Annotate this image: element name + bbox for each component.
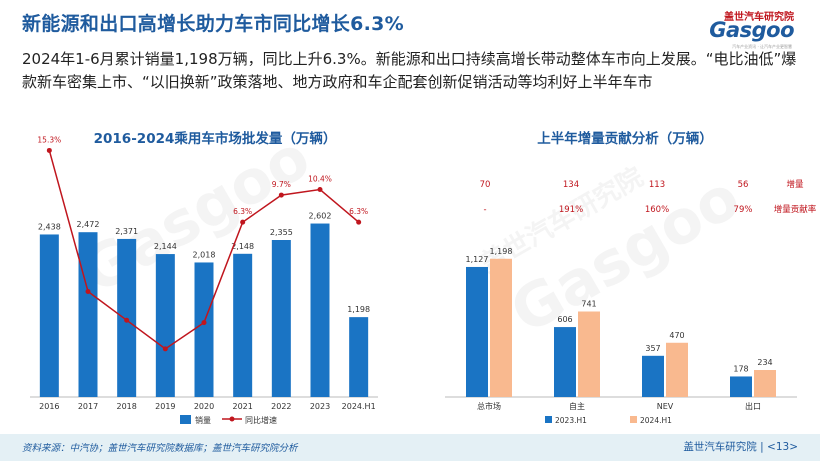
left-legend-bar-label: 销量	[195, 415, 211, 425]
left-x-tick-2017: 2017	[78, 402, 98, 411]
left-legend-line-label: 同比增速	[245, 415, 277, 425]
right-contribution-2: 160%	[645, 205, 669, 215]
left-growth-point-2017	[85, 289, 91, 294]
right-bar-label-2024-0: 1,198	[490, 247, 513, 256]
left-chart-title: 2016-2024乘用车市场批发量（万辆）	[93, 131, 337, 147]
left-bar-2021	[233, 253, 253, 397]
right-increment-1: 134	[563, 180, 579, 190]
left-growth-label-2022: 9.7%	[272, 180, 291, 189]
right-increment-row-label: 增量	[786, 179, 804, 190]
footer: 资料来源：中汽协；盖世汽车研究院数据库；盖世汽车研究院分析 盖世汽车研究院 | …	[0, 434, 820, 461]
right-legend-2023-label: 2023.H1	[555, 416, 587, 425]
left-x-tick-2020: 2020	[194, 402, 214, 411]
right-increment-0: 70	[480, 180, 491, 190]
left-growth-point-2019	[162, 346, 168, 352]
right-bar-label-2023-1: 606	[557, 315, 572, 324]
right-bar-label-2024-1: 741	[581, 300, 596, 309]
right-chart-title: 上半年增量贡献分析（万辆）	[537, 131, 713, 147]
left-bar-2023	[310, 223, 330, 397]
left-legend-line-dot	[229, 416, 235, 422]
left-x-tick-2018: 2018	[116, 402, 136, 411]
left-bar-2020	[194, 262, 214, 397]
left-bar-label-2023: 2,602	[309, 212, 332, 221]
left-x-tick-2016: 2016	[39, 402, 59, 411]
left-bar-label-2021: 2,148	[231, 242, 254, 251]
left-growth-point-2018	[124, 317, 130, 323]
right-bar-2024-3	[754, 370, 776, 397]
right-contribution-3: 79%	[734, 205, 753, 215]
right-increment-3: 56	[738, 180, 749, 190]
right-increment-2: 113	[649, 180, 665, 190]
left-x-tick-2024.H1: 2024.H1	[342, 402, 376, 411]
left-growth-label-2016: 15.3%	[37, 135, 61, 144]
right-bar-2024-2	[666, 342, 688, 397]
page-title: 新能源和出口高增长助力车市同比增长6.3%	[22, 13, 404, 35]
left-x-tick-2021: 2021	[232, 402, 252, 411]
left-growth-label-2021: 6.3%	[233, 207, 252, 216]
right-bar-2023-0	[466, 266, 488, 397]
left-growth-point-2023	[317, 187, 323, 192]
left-bar-2016	[39, 234, 59, 397]
left-x-tick-2019: 2019	[155, 402, 175, 411]
right-x-tick-2: NEV	[657, 402, 674, 411]
right-contribution-1: 191%	[559, 205, 583, 215]
logo-en-text: Gasgoo	[709, 18, 794, 42]
footer-source: 资料来源：中汽协；盖世汽车研究院数据库；盖世汽车研究院分析	[22, 443, 298, 454]
left-bar-2017	[78, 232, 98, 397]
left-bar-2024.H1	[349, 317, 369, 397]
left-bar-label-2020: 2,018	[193, 250, 216, 259]
left-growth-point-2016	[46, 147, 52, 153]
right-legend-2023-swatch	[545, 416, 552, 423]
left-bar-label-2016: 2,438	[38, 222, 61, 231]
right-x-tick-3: 出口	[745, 401, 761, 411]
gasgoo-logo: 盖世汽车研究院 Gasgoo 汽车产业资讯 · 让汽车产业更智慧	[684, 8, 794, 49]
left-growth-point-2024.H1	[356, 219, 362, 225]
left-bar-label-2024.H1: 1,198	[347, 305, 370, 314]
page-number: <13>	[767, 441, 798, 453]
left-growth-label-2024.H1: 6.3%	[349, 207, 368, 216]
right-bar-label-2024-3: 234	[757, 358, 772, 367]
right-contribution-0: -	[483, 205, 486, 215]
left-x-tick-2022: 2022	[271, 402, 291, 411]
left-growth-point-2021	[240, 219, 246, 225]
right-bar-2023-2	[642, 355, 664, 397]
left-legend-bar-swatch	[180, 415, 191, 424]
left-growth-point-2022	[278, 192, 284, 198]
footer-org-page: 盖世汽车研究院 | <13>	[683, 441, 798, 453]
left-x-tick-2023: 2023	[310, 402, 330, 411]
left-bar-2019	[155, 254, 175, 397]
right-bar-2023-3	[730, 376, 752, 397]
right-bar-2024-0	[490, 258, 512, 397]
right-legend-2024-label: 2024.H1	[640, 416, 672, 425]
left-bar-label-2018: 2,371	[115, 227, 138, 236]
right-bar-label-2023-0: 1,127	[466, 255, 489, 264]
right-bar-label-2023-2: 357	[645, 344, 660, 353]
left-bar-label-2017: 2,472	[77, 220, 100, 229]
logo-cn-text: 盖世汽车研究院	[724, 12, 794, 23]
left-growth-label-2023: 10.4%	[308, 175, 332, 184]
right-bar-label-2024-2: 470	[669, 331, 684, 340]
left-bar-label-2019: 2,144	[154, 242, 177, 251]
right-bar-2024-1	[578, 311, 600, 397]
right-contribution-row-label: 增量贡献率	[774, 204, 817, 215]
left-bar-2022	[271, 240, 291, 397]
logo-sub-text: 汽车产业资讯 · 让汽车产业更智慧	[732, 44, 792, 49]
right-x-tick-0: 总市场	[477, 401, 501, 411]
right-x-tick-1: 自主	[569, 401, 585, 411]
summary-text: 2024年1-6月累计销量1,198万辆，同比上升6.3%。新能源和出口持续高增…	[22, 50, 797, 91]
footer-org: 盖世汽车研究院	[683, 441, 757, 453]
right-bar-label-2023-3: 178	[733, 364, 748, 373]
right-legend-2024-swatch	[630, 416, 637, 423]
left-bar-label-2022: 2,355	[270, 228, 293, 237]
right-bar-2023-1	[554, 327, 576, 397]
left-growth-point-2020	[201, 320, 207, 326]
